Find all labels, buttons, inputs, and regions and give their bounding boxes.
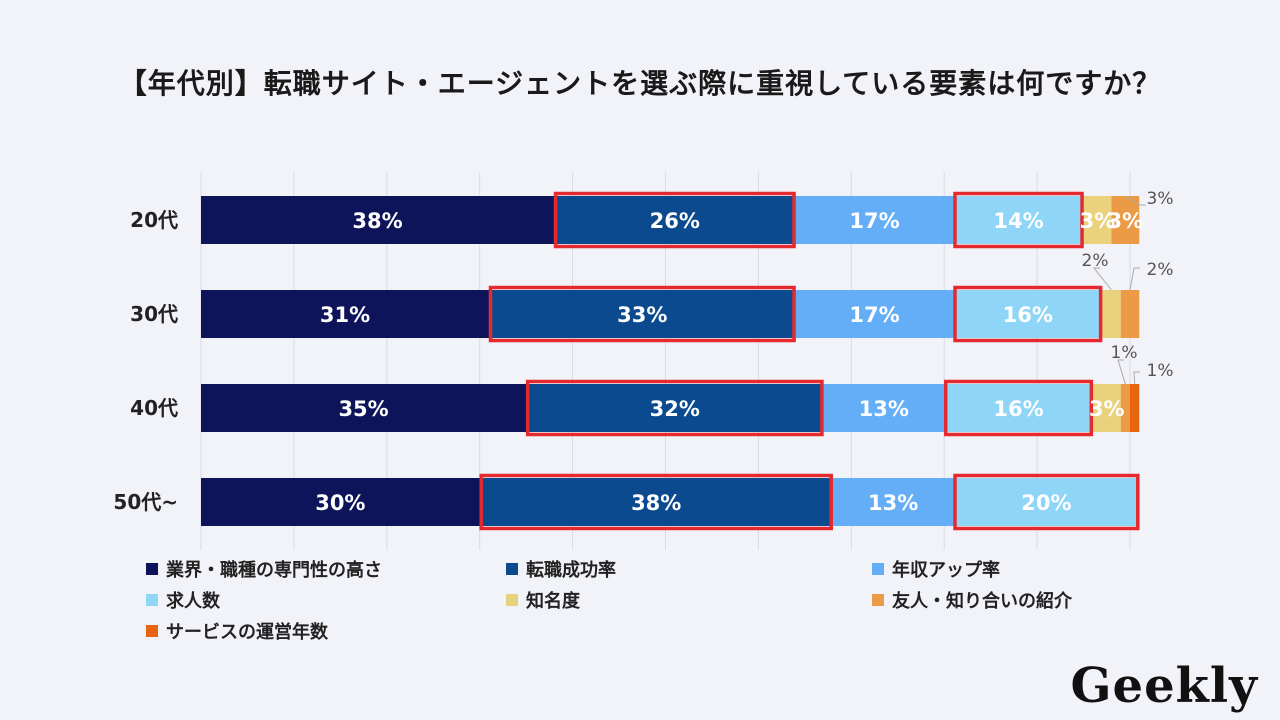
highlight-frames (479, 191, 1140, 531)
callout-label: 2% (1082, 251, 1109, 271)
bar-segment (1092, 384, 1121, 432)
legend-swatch (146, 594, 158, 606)
category-label: 30代 (130, 302, 178, 326)
bar-segment (201, 478, 480, 526)
category-labels: 20代 30代 40代 50代~ (113, 208, 178, 514)
legend-label: 友人・知り合いの紹介 (892, 591, 1072, 612)
callout-labels: 3% 2% 2% 1% 1% (1082, 189, 1174, 385)
legend-item: 友人・知り合いの紹介 (872, 587, 1072, 613)
value-label: 26% (650, 209, 700, 233)
value-label: 3% (1089, 397, 1125, 421)
bar-segments (201, 196, 1140, 526)
legend-swatch (506, 594, 518, 606)
value-label: 30% (315, 491, 365, 515)
value-label: 35% (338, 397, 388, 421)
legend-item: 業界・職種の専門性の高さ (146, 556, 382, 582)
highlight-frame (525, 379, 824, 437)
legend-item: 転職成功率 (506, 556, 616, 582)
value-label: 13% (859, 397, 909, 421)
value-label: 13% (868, 491, 918, 515)
highlight-frame (479, 473, 833, 531)
highlight-frame (488, 285, 796, 343)
value-label: 16% (993, 397, 1043, 421)
bar-segment (1083, 196, 1112, 244)
bar-segment (1120, 384, 1130, 432)
bar-segment (201, 196, 555, 244)
bar-segment (953, 290, 1103, 338)
highlight-frame (953, 191, 1084, 249)
value-labels: 38% 26% 17% 14% 3%3%31% 33% 17% 16%35% 32% 13% 16%… (315, 209, 1143, 515)
bar-segment (1111, 196, 1140, 244)
bar-segment (1120, 290, 1140, 338)
value-label: 38% (352, 209, 402, 233)
bar-segment (554, 196, 796, 244)
category-label: 20代 (130, 208, 178, 232)
value-label: 16% (1003, 303, 1053, 327)
bar-segment (944, 384, 1093, 432)
value-label: 38% (631, 491, 681, 515)
value-label: 17% (849, 303, 899, 327)
callout-label: 2% (1147, 260, 1174, 280)
value-label: 33% (617, 303, 667, 327)
highlight-frame (943, 379, 1094, 437)
category-label: 50代~ (113, 490, 178, 514)
highlight-frame (553, 191, 796, 249)
category-label: 40代 (130, 396, 178, 420)
value-label: 20% (1021, 491, 1071, 515)
callout-label: 1% (1111, 343, 1138, 363)
value-label: 17% (849, 209, 899, 233)
legend-swatch (872, 594, 884, 606)
legend-item: サービスの運営年数 (146, 618, 328, 644)
bar-segment (488, 290, 796, 338)
legend-swatch (506, 563, 518, 575)
value-label: 14% (993, 209, 1043, 233)
bar-segment (953, 478, 1140, 526)
legend-label: サービスの運営年数 (166, 622, 328, 643)
bar-segment (1130, 384, 1140, 432)
bar-segment (1102, 290, 1121, 338)
bar-segment (795, 290, 954, 338)
callout-leader (1125, 195, 1146, 206)
bar-segment (832, 478, 954, 526)
highlight-frame (953, 285, 1103, 343)
chart-title: 【年代別】転職サイト・エージェントを選ぶ際に重視している要素は何ですか？ (118, 67, 1162, 100)
legend-label: 求人数 (166, 591, 220, 612)
highlight-frame (953, 473, 1140, 531)
value-label: 31% (320, 303, 370, 327)
bar-segment (201, 384, 527, 432)
bar-segment (201, 290, 489, 338)
legend-label: 年収アップ率 (892, 560, 1000, 581)
legend-label: 知名度 (526, 591, 580, 612)
value-label: 3% (1080, 209, 1116, 233)
callout-leader (1092, 267, 1112, 291)
legend-label: 転職成功率 (526, 560, 616, 581)
bar-segment (526, 384, 824, 432)
legend-item: 年収アップ率 (872, 556, 1000, 582)
bar-segment (795, 196, 954, 244)
legend-item: 知名度 (506, 587, 580, 613)
callout-leader (1117, 359, 1126, 385)
callout-leader (1133, 371, 1140, 385)
callout-label: 1% (1147, 361, 1174, 381)
brand-logo: Geekly (1070, 658, 1258, 714)
bar-segment (953, 196, 1084, 244)
callout-leader (1129, 267, 1140, 291)
legend-item: 求人数 (146, 587, 220, 613)
legend-label: 業界・職種の専門性の高さ (166, 560, 382, 581)
legend-swatch (146, 563, 158, 575)
legend-swatch (872, 563, 884, 575)
value-label: 32% (650, 397, 700, 421)
legend-swatch (146, 625, 158, 637)
bar-segment (479, 478, 833, 526)
callout-label: 3% (1147, 189, 1174, 209)
value-label: 3% (1108, 209, 1144, 233)
bar-segment (823, 384, 945, 432)
